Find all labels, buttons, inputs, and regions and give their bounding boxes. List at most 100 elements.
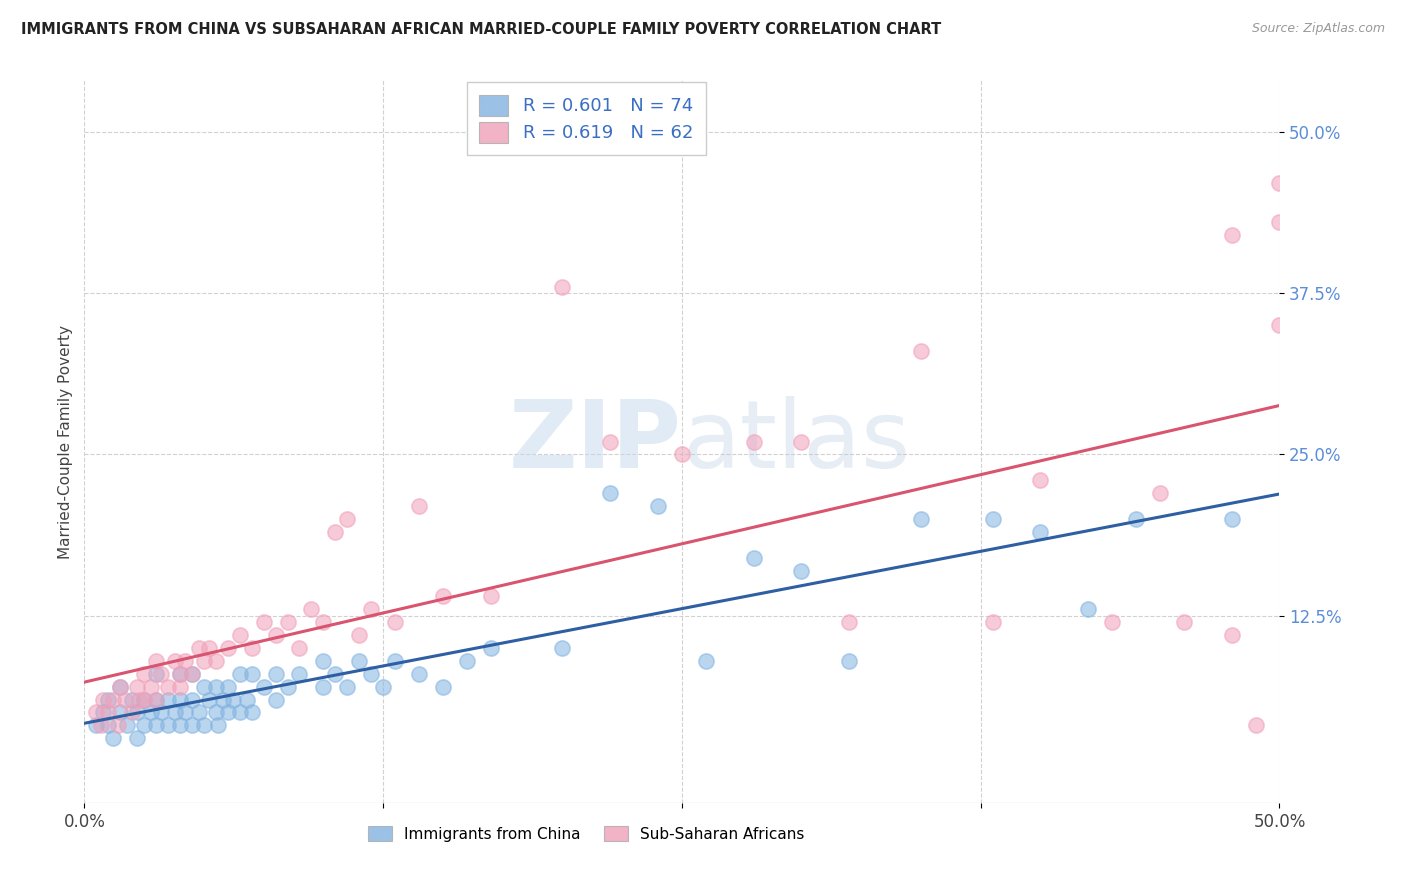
Legend: Immigrants from China, Sub-Saharan Africans: Immigrants from China, Sub-Saharan Afric… — [360, 818, 813, 849]
Point — [145, 692, 167, 706]
Point — [121, 692, 143, 706]
Point — [229, 706, 252, 720]
Point — [981, 615, 1004, 630]
Point — [149, 666, 172, 681]
Point — [349, 628, 371, 642]
Point — [86, 718, 108, 732]
Text: Source: ZipAtlas.com: Source: ZipAtlas.com — [1251, 22, 1385, 36]
Point — [479, 590, 502, 604]
Point — [1244, 718, 1267, 732]
Point — [277, 680, 299, 694]
Text: IMMIGRANTS FROM CHINA VS SUBSAHARAN AFRICAN MARRIED-COUPLE FAMILY POVERTY CORREL: IMMIGRANTS FROM CHINA VS SUBSAHARAN AFRI… — [21, 22, 942, 37]
Point — [145, 666, 167, 681]
Point — [97, 692, 120, 706]
Point — [157, 692, 180, 706]
Point — [742, 434, 765, 449]
Point — [312, 680, 335, 694]
Point — [336, 512, 359, 526]
Point — [981, 512, 1004, 526]
Point — [217, 640, 239, 655]
Point — [790, 434, 813, 449]
Point — [205, 654, 228, 668]
Point — [110, 680, 132, 694]
Point — [188, 706, 211, 720]
Point — [264, 692, 287, 706]
Point — [101, 731, 124, 746]
Point — [169, 718, 191, 732]
Point — [325, 524, 347, 539]
Point — [373, 680, 395, 694]
Point — [240, 706, 263, 720]
Point — [125, 731, 148, 746]
Point — [93, 692, 115, 706]
Point — [551, 640, 574, 655]
Point — [181, 666, 204, 681]
Point — [157, 680, 180, 694]
Point — [408, 499, 430, 513]
Point — [157, 718, 180, 732]
Point — [838, 654, 860, 668]
Point — [141, 680, 163, 694]
Y-axis label: Married-Couple Family Poverty: Married-Couple Family Poverty — [58, 325, 73, 558]
Point — [360, 602, 382, 616]
Point — [288, 640, 311, 655]
Point — [193, 680, 215, 694]
Point — [229, 628, 252, 642]
Point — [360, 666, 382, 681]
Point — [212, 692, 235, 706]
Point — [145, 692, 167, 706]
Point — [432, 680, 454, 694]
Text: atlas: atlas — [682, 395, 910, 488]
Point — [221, 692, 243, 706]
Point — [647, 499, 669, 513]
Point — [193, 654, 215, 668]
Point — [86, 706, 108, 720]
Text: ZIP: ZIP — [509, 395, 682, 488]
Point — [1029, 524, 1052, 539]
Point — [1029, 473, 1052, 487]
Point — [110, 680, 132, 694]
Point — [910, 344, 932, 359]
Point — [253, 680, 276, 694]
Point — [169, 666, 191, 681]
Point — [384, 654, 406, 668]
Point — [229, 666, 252, 681]
Point — [695, 654, 717, 668]
Point — [205, 680, 228, 694]
Point — [114, 692, 136, 706]
Point — [1268, 215, 1291, 229]
Point — [107, 718, 129, 732]
Point — [1268, 177, 1291, 191]
Point — [312, 654, 335, 668]
Point — [599, 434, 621, 449]
Point — [1220, 228, 1243, 243]
Point — [181, 692, 204, 706]
Point — [301, 602, 323, 616]
Point — [188, 640, 211, 655]
Point — [838, 615, 860, 630]
Point — [207, 718, 229, 732]
Point — [742, 550, 765, 565]
Point — [551, 279, 574, 293]
Point — [1149, 486, 1171, 500]
Point — [1220, 512, 1243, 526]
Point — [479, 640, 502, 655]
Point — [197, 692, 219, 706]
Point — [132, 718, 156, 732]
Point — [169, 666, 191, 681]
Point — [240, 666, 263, 681]
Point — [132, 692, 156, 706]
Point — [1268, 318, 1291, 333]
Point — [217, 680, 239, 694]
Point — [165, 654, 187, 668]
Point — [599, 486, 621, 500]
Point — [125, 706, 148, 720]
Point — [110, 706, 132, 720]
Point — [277, 615, 299, 630]
Point — [240, 640, 263, 655]
Point — [173, 706, 195, 720]
Point — [1125, 512, 1147, 526]
Point — [288, 666, 311, 681]
Point — [132, 666, 156, 681]
Point — [145, 718, 167, 732]
